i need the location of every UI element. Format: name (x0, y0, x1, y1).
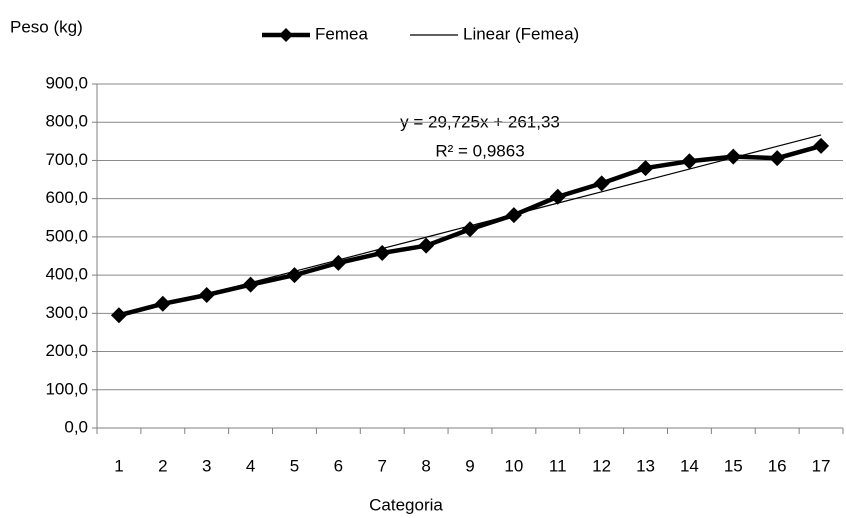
legend-marker (279, 28, 293, 42)
y-tick-label: 900,0 (45, 73, 88, 92)
marker (813, 137, 830, 154)
x-tick-label: 12 (592, 456, 611, 475)
x-tick-label: 4 (246, 456, 255, 475)
y-tick-label: 800,0 (45, 112, 88, 131)
x-tick-label: 1 (114, 456, 123, 475)
marker (374, 244, 391, 261)
x-axis-title: Categoria (369, 495, 443, 514)
x-tick-label: 10 (504, 456, 523, 475)
x-tick-label: 8 (421, 456, 430, 475)
marker (330, 254, 347, 271)
y-tick-label: 400,0 (45, 265, 88, 284)
y-tick-label: 700,0 (45, 150, 88, 169)
x-tick-label: 2 (158, 456, 167, 475)
y-tick-label: 0,0 (64, 417, 88, 436)
y-tick-label: 600,0 (45, 188, 88, 207)
x-tick-label: 11 (549, 456, 567, 475)
marker (549, 188, 566, 205)
y-tick-label: 200,0 (45, 341, 88, 360)
trend-r2: R² = 0,9863 (435, 141, 524, 160)
marker (110, 307, 127, 324)
marker (242, 276, 259, 293)
marker (637, 160, 654, 177)
x-tick-label: 13 (636, 456, 655, 475)
x-tick-label: 9 (465, 456, 474, 475)
marker (418, 237, 435, 254)
y-tick-label: 300,0 (45, 303, 88, 322)
x-tick-label: 16 (768, 456, 787, 475)
marker (286, 267, 303, 284)
x-tick-label: 5 (290, 456, 299, 475)
x-tick-label: 3 (202, 456, 211, 475)
marker (725, 148, 742, 165)
y-tick-label: 100,0 (45, 379, 88, 398)
legend-label: Femea (315, 24, 368, 43)
marker (462, 221, 478, 238)
legend-label: Linear (Femea) (463, 24, 579, 43)
x-tick-label: 14 (680, 456, 699, 475)
y-tick-label: 500,0 (45, 226, 88, 245)
x-tick-label: 15 (724, 456, 743, 475)
marker (154, 295, 171, 312)
y-axis-title: Peso (kg) (10, 17, 83, 36)
marker (593, 175, 610, 192)
x-tick-label: 7 (378, 456, 387, 475)
marker (769, 150, 786, 167)
marker (198, 286, 215, 303)
x-tick-label: 6 (334, 456, 343, 475)
marker (681, 153, 698, 170)
x-tick-label: 17 (812, 456, 831, 475)
trend-line (118, 134, 822, 318)
